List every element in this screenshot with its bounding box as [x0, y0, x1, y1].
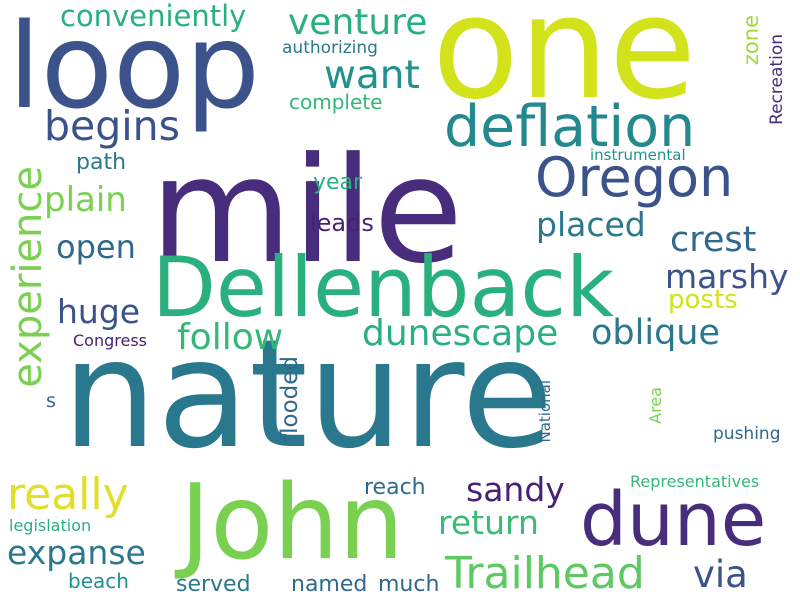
word-national: National: [536, 380, 554, 443]
word-representatives: Representatives: [630, 472, 760, 491]
word-flooded: flooded: [277, 356, 303, 442]
word-much: much: [378, 572, 440, 597]
word-trailhead: Trailhead: [445, 548, 645, 599]
word-oregon: Oregon: [535, 146, 734, 209]
word-dunescape: dunescape: [362, 313, 559, 354]
word-want: want: [324, 53, 420, 98]
word-crest: crest: [670, 220, 757, 260]
word-s: s: [46, 390, 56, 412]
word-sandy: sandy: [466, 470, 565, 509]
word-legislation: legislation: [9, 516, 92, 535]
word-dellenback: Dellenback: [152, 239, 615, 336]
word-return: return: [438, 503, 539, 542]
word-follow: follow: [177, 317, 284, 358]
word-john: John: [180, 463, 404, 583]
word-nature: nature: [62, 308, 554, 482]
word-experience: experience: [5, 166, 51, 388]
word-served: served: [176, 572, 251, 597]
word-huge: huge: [57, 292, 141, 331]
word-venture: venture: [288, 2, 428, 43]
word-path: path: [76, 150, 127, 175]
word-named: named: [291, 572, 368, 597]
word-instrumental: instrumental: [590, 146, 686, 164]
word-zone: zone: [739, 15, 763, 66]
word-beach: beach: [68, 569, 129, 593]
word-placed: placed: [536, 205, 646, 244]
word-congress: Congress: [73, 331, 147, 350]
word-posts: posts: [668, 285, 738, 315]
word-recreation: Recreation: [767, 34, 787, 125]
word-authorizing: authorizing: [282, 38, 378, 58]
word-area: Area: [646, 387, 665, 424]
word-open: open: [56, 228, 136, 266]
word-begins: begins: [44, 102, 181, 150]
word-marshy: marshy: [665, 257, 789, 296]
word-oblique: oblique: [591, 313, 721, 353]
word-deflation: deflation: [444, 94, 696, 160]
word-reach: reach: [364, 475, 426, 500]
word-loop: loop: [8, 0, 261, 135]
word-complete: complete: [289, 90, 383, 114]
word-mile: mile: [150, 126, 464, 296]
word-expanse: expanse: [7, 533, 146, 572]
word-one: one: [432, 0, 697, 131]
word-conveniently: conveniently: [60, 0, 247, 33]
word-via: via: [693, 553, 748, 596]
word-leads: leads: [310, 209, 374, 237]
word-dune: dune: [580, 477, 767, 563]
word-really: really: [7, 469, 129, 520]
word-year: year: [313, 170, 363, 195]
word-pushing: pushing: [713, 424, 781, 444]
word-plain: plain: [44, 180, 127, 220]
